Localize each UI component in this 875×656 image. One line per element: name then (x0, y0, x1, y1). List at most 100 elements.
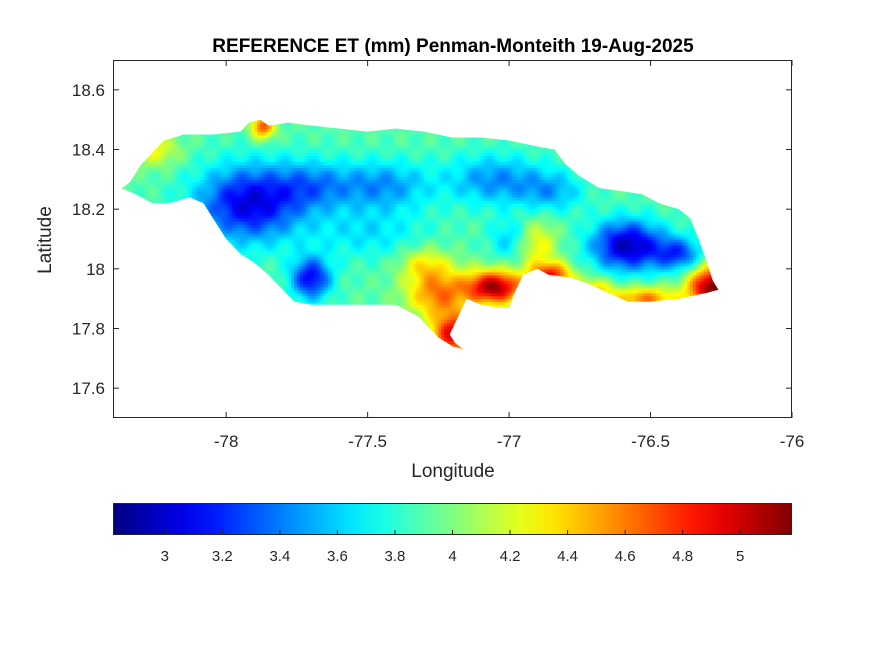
heatmap-cell (245, 143, 250, 148)
heatmap-cell (240, 152, 244, 157)
heatmap-cell (279, 230, 284, 234)
heatmap-cell (178, 152, 182, 157)
heatmap-cell (251, 158, 256, 163)
heatmap-cell (178, 158, 182, 163)
heatmap-cell (274, 149, 278, 154)
heatmap-cell (163, 161, 168, 166)
heatmap-cell (186, 170, 190, 174)
heatmap-cell (279, 268, 284, 273)
heatmap-cell (243, 244, 247, 249)
heatmap-cell (277, 265, 281, 270)
heatmap-cell (271, 274, 275, 279)
heatmap-cell (214, 179, 219, 183)
heatmap-cell (245, 227, 250, 231)
heatmap-cell (274, 197, 278, 201)
heatmap-cell (279, 233, 284, 237)
heatmap-cell (200, 137, 205, 142)
heatmap-cell (251, 256, 256, 261)
heatmap-cell (268, 218, 273, 222)
heatmap-cell (226, 134, 230, 139)
heatmap-cell (217, 143, 222, 148)
heatmap-cell (262, 241, 267, 246)
heatmap-cell (260, 152, 264, 157)
heatmap-cell (234, 158, 239, 163)
heatmap-cell (186, 173, 190, 177)
heatmap-cell (257, 182, 261, 186)
heatmap-cell (209, 146, 213, 151)
heatmap-cell (257, 185, 261, 189)
heatmap-cell (268, 203, 273, 207)
heatmap-cell (197, 164, 202, 168)
heatmap-cell (248, 152, 253, 157)
heatmap-cell (195, 170, 199, 174)
heatmap-cell (262, 253, 267, 258)
heatmap-cell (214, 203, 219, 207)
heatmap-cell (231, 170, 236, 174)
heatmap-cell (271, 182, 275, 186)
heatmap-cell (277, 241, 281, 246)
heatmap-cell (166, 200, 171, 204)
heatmap-cell (138, 191, 142, 195)
heatmap-cell (237, 152, 241, 157)
heatmap-cell (254, 227, 258, 231)
heatmap-cell (257, 262, 261, 267)
heatmap-cell (245, 203, 250, 207)
heatmap-cell (169, 158, 174, 163)
heatmap-cell (138, 167, 142, 171)
heatmap-cell (257, 206, 261, 210)
heatmap-cell (260, 119, 264, 124)
heatmap-cell (262, 259, 267, 264)
heatmap-cell (229, 236, 233, 240)
heatmap-cell (231, 224, 236, 228)
heatmap-cell (240, 134, 244, 139)
heatmap-cell (229, 146, 233, 151)
heatmap-cell (209, 209, 213, 213)
heatmap-cell (200, 161, 205, 166)
heatmap-cell (240, 233, 244, 237)
heatmap-cell (251, 203, 256, 207)
heatmap-cell (268, 200, 273, 204)
heatmap-cell (262, 131, 267, 136)
heatmap-cell (229, 155, 233, 160)
heatmap-cell (189, 176, 193, 180)
heatmap-cell (277, 170, 281, 174)
heatmap-cell (260, 209, 264, 213)
heatmap-cell (279, 146, 284, 151)
heatmap-cell (277, 239, 281, 243)
heatmap-cell (217, 161, 222, 166)
heatmap-cell (217, 182, 222, 186)
heatmap-cell (234, 230, 239, 234)
heatmap-cell (265, 143, 270, 148)
heatmap-cell (268, 149, 273, 154)
heatmap-cell (214, 209, 219, 213)
heatmap-cell (178, 173, 182, 177)
heatmap-cell (135, 176, 140, 180)
heatmap-cell (274, 182, 278, 186)
heatmap-cell (152, 176, 157, 180)
heatmap-cell (268, 212, 273, 216)
heatmap-cell (237, 197, 241, 201)
heatmap-cell (274, 146, 278, 151)
heatmap-cell (158, 152, 162, 157)
heatmap-cell (197, 194, 202, 198)
heatmap-cell (274, 206, 278, 210)
heatmap-cell (282, 227, 287, 231)
heatmap-cell (234, 155, 239, 160)
heatmap-cell (186, 194, 190, 198)
heatmap-cell (274, 125, 278, 130)
heatmap-cell (192, 182, 196, 186)
heatmap-cell (279, 149, 284, 154)
heatmap-cell (183, 173, 188, 177)
heatmap-cell (265, 218, 270, 222)
heatmap-cell (175, 179, 179, 183)
heatmap-cell (197, 197, 202, 201)
heatmap-cell (248, 215, 253, 219)
heatmap-cell (243, 170, 247, 174)
heatmap-cell (197, 182, 202, 186)
heatmap-cell (237, 143, 241, 148)
heatmap-cell (245, 152, 250, 157)
heatmap-cell (251, 197, 256, 201)
heatmap-cell (214, 140, 219, 145)
heatmap-cell (234, 143, 239, 148)
heatmap-cell (183, 164, 188, 168)
